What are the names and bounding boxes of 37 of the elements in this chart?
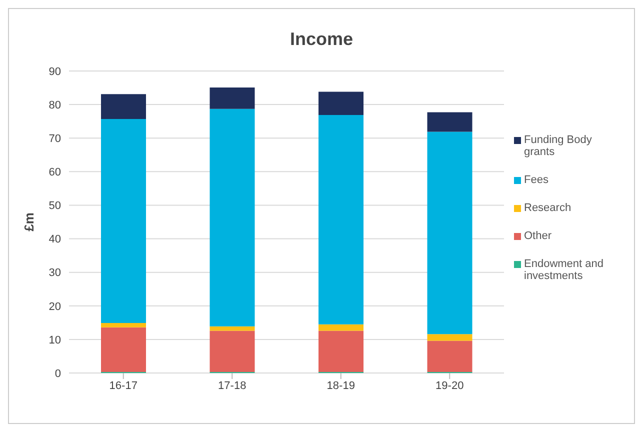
- legend-label: Endowment and investments: [524, 258, 604, 282]
- bar: [427, 340, 472, 372]
- y-tick-label: 90: [48, 66, 61, 78]
- bar: [101, 94, 146, 119]
- y-tick-label: 60: [48, 166, 61, 179]
- y-tick-label: 30: [48, 267, 61, 280]
- x-tick-label: 18-19: [326, 380, 355, 392]
- y-tick-label: 70: [48, 133, 61, 146]
- y-tick-label: 50: [48, 200, 61, 212]
- bar: [318, 330, 364, 372]
- bar: [210, 326, 255, 331]
- chart-title: Income: [288, 29, 354, 50]
- x-tick-label: 16-17: [109, 380, 138, 392]
- bar: [210, 108, 255, 326]
- bar: [101, 118, 146, 323]
- bar: [101, 323, 146, 328]
- bar: [318, 114, 364, 324]
- y-axis-title: £m: [22, 212, 37, 232]
- bar: [210, 87, 255, 109]
- bar: [210, 330, 255, 372]
- y-tick-label: 0: [54, 368, 61, 380]
- x-tick-label: 17-18: [218, 380, 246, 392]
- legend-label: Other: [524, 230, 552, 242]
- bar: [427, 334, 472, 341]
- y-tick-label: 20: [48, 300, 61, 313]
- bar: [318, 92, 364, 115]
- legend-label: Fees: [524, 174, 548, 186]
- bar: [318, 324, 364, 331]
- bar: [101, 327, 146, 372]
- legend-label: Research: [524, 202, 572, 214]
- legend-label: Funding Body grants: [524, 134, 593, 158]
- y-tick-label: 80: [48, 99, 61, 112]
- y-tick-label: 40: [48, 234, 61, 246]
- x-tick-label: 19-20: [436, 380, 464, 392]
- bar: [427, 112, 472, 132]
- y-tick-label: 10: [48, 334, 61, 346]
- bar: [427, 132, 472, 334]
